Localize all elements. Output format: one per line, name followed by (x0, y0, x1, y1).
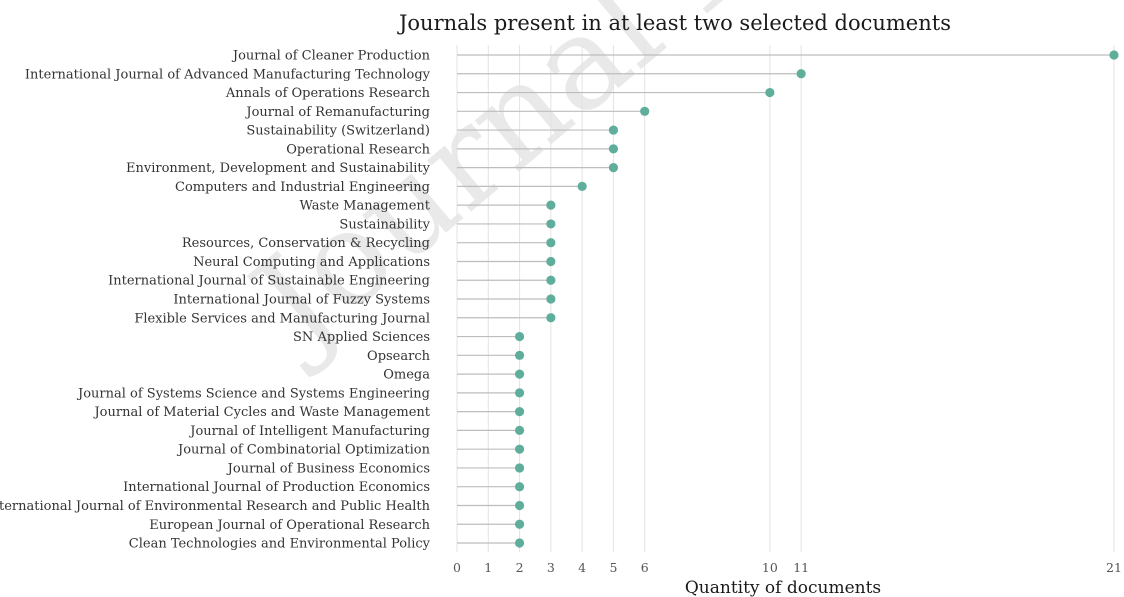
category-label: Annals of Operations Research (225, 86, 431, 101)
x-tick-label: 3 (547, 560, 555, 575)
category-label: Journal of Remanufacturing (244, 105, 430, 120)
x-tick-label: 11 (793, 560, 809, 575)
stems (457, 54, 1114, 544)
category-label: International Journal of Advanced Manufa… (25, 67, 431, 82)
data-point (608, 125, 619, 135)
data-point (514, 500, 525, 511)
category-label: Journal of Business Economics (226, 461, 430, 476)
data-point (546, 219, 556, 229)
data-point (514, 350, 525, 360)
category-label: Computers and Industrial Engineering (175, 180, 430, 195)
data-point (640, 106, 650, 116)
category-label: Journal of Systems Science and Systems E… (76, 386, 430, 401)
data-point (608, 144, 619, 154)
data-point (608, 163, 619, 173)
category-label: Journal of Combinatorial Optimization (176, 443, 431, 458)
x-tick-label: 4 (578, 560, 586, 575)
data-point (514, 444, 525, 454)
data-point (546, 200, 556, 210)
data-point (514, 538, 525, 548)
data-point (796, 69, 806, 79)
x-tick-labels: 0 1 2 3 4 5 6 10 11 21 (453, 560, 1122, 575)
category-label: Journal of Material Cycles and Waste Man… (92, 405, 430, 420)
data-point (514, 463, 525, 473)
category-labels: Journal of Cleaner Production Internation… (0, 49, 431, 552)
category-label: International Journal of Production Econ… (123, 480, 430, 495)
x-axis-title: Quantity of documents (685, 578, 881, 597)
data-point (765, 87, 775, 98)
category-label: Neural Computing and Applications (193, 255, 430, 270)
x-tick-label: 10 (762, 560, 778, 575)
data-point (514, 388, 525, 398)
category-label: International Journal of Fuzzy Systems (173, 293, 430, 308)
category-label: SN Applied Sciences (293, 330, 430, 345)
category-label: Environment, Development and Sustainabil… (126, 161, 431, 176)
data-point (514, 482, 525, 492)
data-point (546, 238, 556, 248)
data-point (514, 331, 525, 342)
category-label: Sustainability (339, 217, 430, 232)
category-label: Omega (383, 368, 430, 383)
x-tick-label: 21 (1106, 560, 1122, 575)
category-label: Waste Management (299, 199, 430, 214)
data-point (546, 275, 556, 285)
data-point (514, 425, 525, 435)
data-points (514, 50, 1119, 548)
chart-title: Journals present in at least two selecte… (397, 11, 951, 35)
x-tick-label: 2 (516, 560, 524, 575)
x-tick-label: 6 (641, 560, 649, 575)
category-label: Operational Research (286, 142, 430, 157)
category-label: Resources, Conservation & Recycling (182, 236, 430, 251)
data-point (577, 181, 587, 191)
category-label: Journal of Intelligent Manufacturing (188, 424, 430, 439)
data-point (546, 256, 556, 267)
category-label: Flexible Services and Manufacturing Jour… (134, 311, 430, 326)
category-label: Clean Technologies and Environmental Pol… (129, 537, 431, 552)
data-point (546, 313, 556, 323)
category-label: International Journal of Sustainable Eng… (108, 274, 430, 289)
category-label: Journal of Cleaner Production (231, 49, 431, 64)
data-point (514, 407, 525, 417)
category-label: International Journal of Environmental R… (0, 499, 431, 514)
x-tick-label: 1 (484, 560, 492, 575)
category-label: European Journal of Operational Research (149, 518, 430, 533)
data-point (1109, 50, 1119, 60)
x-tick-label: 5 (609, 560, 617, 575)
x-tick-label: 0 (453, 560, 461, 575)
category-label: Opsearch (367, 349, 431, 364)
category-label: Sustainability (Switzerland) (246, 124, 430, 139)
data-point (514, 369, 525, 379)
data-point (514, 519, 525, 529)
data-point (546, 294, 556, 304)
